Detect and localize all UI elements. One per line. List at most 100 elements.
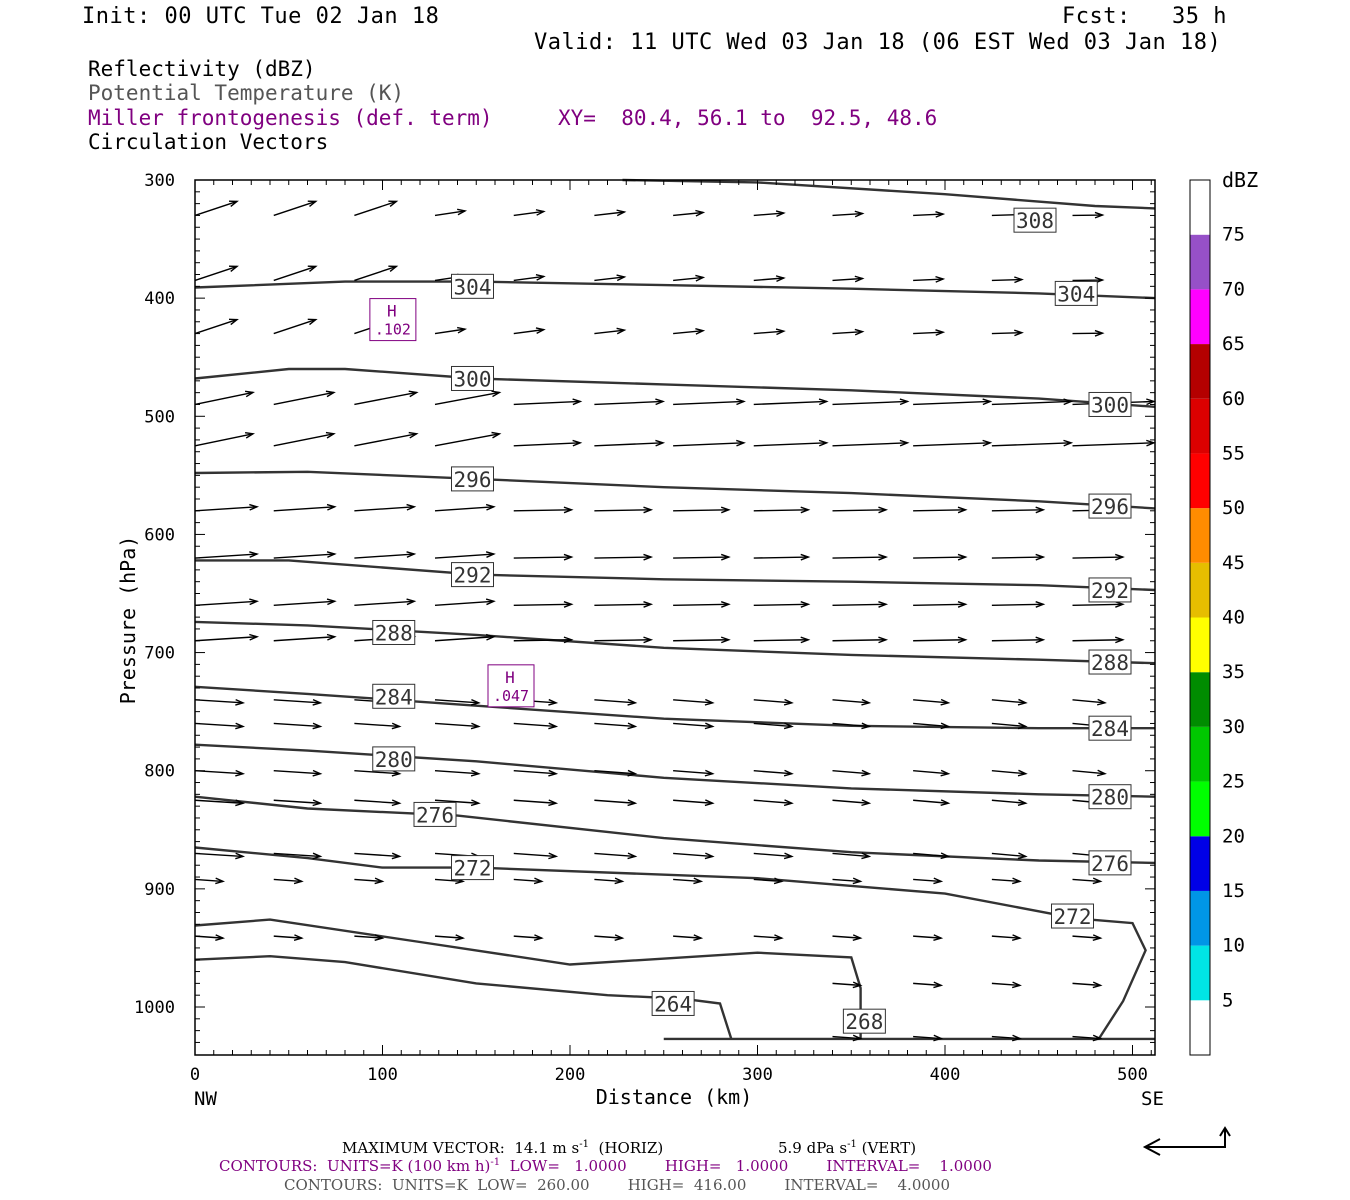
- vector-shaft: [673, 770, 713, 775]
- vector-shaft: [753, 442, 827, 447]
- vector-head: [391, 852, 402, 860]
- vert-vector-text: 5.9 dPa s: [778, 1139, 848, 1157]
- vector-shaft: [913, 799, 949, 804]
- circulation-vector: [434, 698, 481, 706]
- circulation-vector: [913, 329, 946, 336]
- vector-head: [695, 327, 706, 335]
- vector-head: [406, 598, 417, 606]
- vector-head: [244, 390, 255, 398]
- vector-head: [485, 551, 496, 558]
- vector-head: [1035, 636, 1046, 644]
- circulation-vector: [354, 200, 399, 217]
- colorbar-swatch: [1190, 617, 1210, 673]
- vector-head: [1092, 981, 1103, 989]
- vector-head: [391, 799, 402, 807]
- theta-contour-label-box: [1088, 391, 1132, 417]
- theta-contour-label: 284: [1091, 717, 1129, 741]
- circulation-vector: [673, 934, 704, 941]
- vector-head: [533, 934, 544, 941]
- vector-head: [878, 601, 889, 608]
- vector-shaft: [832, 330, 863, 335]
- vector-head: [627, 799, 638, 807]
- theta-contour-label: 300: [454, 367, 492, 391]
- vector-shaft: [594, 211, 625, 217]
- circulation-vector: [1072, 211, 1105, 219]
- circulation-vector: [194, 852, 246, 860]
- y-tick-label: 300: [144, 171, 175, 191]
- vector-head: [312, 799, 323, 807]
- colorbar-label: 15: [1222, 880, 1245, 902]
- y-tick-label: 1000: [134, 998, 175, 1018]
- circulation-vector: [273, 503, 337, 512]
- vector-shaft: [673, 639, 729, 642]
- vector-shaft: [354, 506, 415, 512]
- circulation-vector: [753, 877, 784, 885]
- vector-head: [374, 877, 385, 885]
- contour-label-layer: 308 304 304 300 300 296 296 292 292 288 288 284 284 2…: [369, 207, 1132, 1034]
- vector-head: [533, 877, 544, 885]
- circulation-vector: [594, 398, 666, 406]
- vector-shaft: [832, 982, 861, 987]
- circulation-vector: [273, 431, 336, 447]
- circulation-vector: [913, 275, 946, 283]
- circulation-vector: [913, 210, 946, 218]
- vector-shaft: [354, 600, 415, 607]
- circulation-vector: [273, 265, 318, 282]
- circulation-vector: [673, 698, 715, 706]
- vector-shaft: [354, 433, 417, 447]
- vector-head: [933, 934, 944, 941]
- theta-contour-label: 272: [454, 857, 492, 881]
- vector-head: [655, 398, 666, 406]
- vector-head: [643, 601, 654, 608]
- vector-head: [1115, 636, 1125, 644]
- vector-shaft: [513, 799, 557, 804]
- vector-head: [1035, 601, 1046, 608]
- vector-shaft: [273, 722, 321, 728]
- vector-shaft: [194, 391, 254, 406]
- vector-head: [852, 934, 863, 941]
- vector-shaft: [913, 699, 949, 704]
- circulation-vector: [753, 398, 829, 406]
- vector-shaft: [832, 770, 870, 775]
- vector-shaft: [832, 442, 908, 447]
- vector-shaft: [673, 211, 704, 217]
- legend-miller-frontogenesis: Miller frontogenesis (def. term): [88, 106, 493, 130]
- legend-circulation-vectors: Circulation Vectors: [88, 130, 329, 154]
- circulation-vector: [194, 598, 260, 607]
- vector-shaft: [1072, 639, 1123, 642]
- vector-shaft: [434, 935, 464, 939]
- circulation-vector: [434, 390, 502, 406]
- vector-head: [775, 275, 786, 282]
- circulation-vector: [594, 553, 654, 561]
- vector-shaft: [832, 852, 870, 858]
- circulation-vector: [594, 769, 638, 777]
- circulation-vector: [354, 934, 385, 941]
- vector-shaft: [673, 329, 704, 335]
- vector-head: [1092, 934, 1103, 941]
- y-tick-label: 400: [144, 289, 175, 309]
- max-vector-horiz-label: (HORIZ): [598, 1139, 664, 1157]
- vector-shaft: [594, 878, 623, 883]
- vector-head: [1146, 398, 1156, 406]
- vector-shaft: [913, 852, 949, 858]
- vector-shaft: [1072, 770, 1105, 775]
- vector-shaft: [991, 1035, 1020, 1040]
- theta-contour-280: [194, 743, 1156, 798]
- vector-head: [643, 506, 654, 514]
- vector-head: [1035, 506, 1046, 514]
- vector-head: [215, 877, 226, 885]
- vector-shaft: [832, 509, 887, 512]
- theta-contour-label-box: [451, 562, 494, 588]
- frontogenesis-max-label: H: [387, 302, 397, 321]
- vector-head: [563, 506, 574, 514]
- colorbar-swatch: [1190, 836, 1210, 891]
- vector-shaft: [434, 722, 479, 728]
- circulation-vector: [991, 636, 1046, 644]
- forecast-hour: Fcst: 35 h: [1062, 4, 1227, 29]
- vector-head: [307, 265, 318, 272]
- vector-shaft: [991, 770, 1026, 775]
- vector-shaft: [753, 852, 792, 858]
- vector-shaft: [194, 433, 254, 447]
- theta-contour-label-box: [651, 990, 695, 1016]
- legend-reflectivity: Reflectivity (dBZ): [88, 57, 316, 81]
